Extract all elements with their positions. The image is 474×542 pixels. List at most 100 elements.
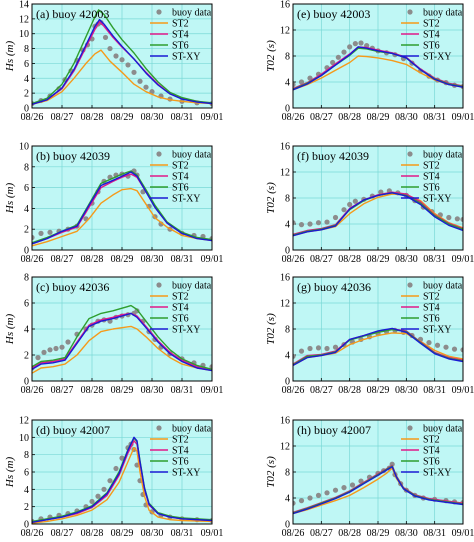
buoy-data-point — [113, 465, 119, 472]
panel-b: 08/26 08/27 08/28 08/29 08/30 08/31 09/01 0 2 4 6 8… — [4, 142, 223, 266]
x-tick-label: 08/28 — [81, 385, 104, 396]
x-tick-label: 09/01 — [452, 112, 474, 123]
series-line-st2 — [32, 447, 212, 524]
legend-label: ST2 — [423, 19, 440, 30]
y-tick-label: 6 — [24, 299, 29, 310]
x-tick-label: 08/28 — [338, 385, 361, 396]
x-tick-label: 08/31 — [423, 112, 446, 123]
plot-area — [32, 168, 212, 247]
legend-label: ST4 — [172, 303, 189, 314]
x-tick-label: 08/28 — [81, 528, 104, 539]
x-tick-label: 09/01 — [452, 254, 474, 265]
buoy-data-point — [443, 344, 449, 350]
legend-label: ST4 — [172, 446, 189, 457]
legend-label: buoy data — [423, 281, 463, 292]
legend-label: ST6 — [172, 314, 189, 325]
legend-label: ST2 — [423, 161, 440, 172]
y-tick-label: 6 — [24, 183, 29, 194]
buoy-data-point — [307, 345, 313, 352]
legend-label: buoy data — [172, 424, 212, 435]
y-tick-label: 12 — [19, 416, 29, 427]
x-tick-label: 08/31 — [171, 528, 194, 539]
buoy-data-point — [47, 229, 53, 235]
panel-title: (b) buoy 42039 — [36, 149, 110, 163]
legend-label: ST4 — [423, 446, 440, 457]
x-tick-label: 08/27 — [310, 112, 333, 123]
legend-label: ST-XY — [172, 194, 201, 205]
y-tick-label: 16 — [280, 0, 290, 11]
buoy-data-point — [89, 498, 95, 505]
y-axis-label: T02 (s) — [265, 40, 277, 72]
x-tick-label: 08/30 — [395, 528, 418, 539]
x-tick-label: 08/28 — [81, 254, 104, 265]
legend-label: ST6 — [172, 457, 189, 468]
legend-marker-buoy — [407, 425, 413, 431]
x-tick-label: 08/26 — [282, 528, 305, 539]
y-tick-label: 8 — [285, 194, 290, 205]
y-tick-label: 2 — [24, 351, 29, 362]
legend-marker-buoy — [156, 425, 162, 431]
y-tick-label: 16 — [280, 142, 290, 153]
panel-title: (a) buoy 42003 — [36, 7, 109, 21]
x-tick-label: 08/30 — [141, 528, 164, 539]
y-tick-label: 2 — [24, 89, 29, 100]
buoy-data-point — [47, 347, 53, 353]
y-tick-label: 12 — [19, 14, 29, 25]
plot-frame — [292, 419, 464, 525]
series-line-st6 — [32, 9, 212, 105]
buoy-data-point — [137, 78, 143, 84]
x-tick-label: 08/29 — [111, 385, 134, 396]
y-tick-label: 0 — [24, 104, 29, 115]
buoy-data-point — [41, 349, 47, 355]
plot-frame — [31, 3, 213, 109]
plot-frame — [292, 3, 464, 109]
buoy-data-point — [298, 348, 305, 354]
buoy-data-point — [332, 344, 339, 350]
y-axis-label: Hs (m) — [4, 183, 16, 215]
y-tick-label: 4 — [285, 494, 290, 505]
x-tick-label: 08/29 — [111, 528, 134, 539]
series-line-st-xy — [32, 312, 212, 372]
legend-label: ST-XY — [423, 52, 452, 63]
y-axis-label: Hs (m) — [4, 457, 16, 489]
x-tick-label: 09/01 — [201, 112, 224, 123]
y-tick-label: 6 — [24, 468, 29, 479]
y-tick-label: 2 — [24, 225, 29, 236]
series-line-st6 — [32, 304, 212, 370]
legend-label: buoy data — [172, 8, 212, 19]
series-line-st-xy — [293, 192, 463, 237]
panel-title: (g) buoy 42036 — [297, 280, 371, 294]
buoy-data-point — [341, 485, 347, 491]
panel-title: (c) buoy 42036 — [36, 280, 109, 294]
legend-label: ST2 — [172, 19, 189, 30]
legend-label: ST2 — [423, 292, 440, 303]
buoy-data-point — [125, 62, 131, 68]
buoy-data-point — [307, 75, 313, 81]
legend-label: ST4 — [423, 172, 440, 183]
y-axis-label: T02 (s) — [265, 456, 277, 488]
legend-label: ST2 — [423, 435, 440, 446]
buoy-data-point — [59, 344, 65, 350]
legend-label: ST2 — [172, 292, 189, 303]
buoy-data-point — [347, 44, 353, 50]
legend-label: ST-XY — [172, 52, 201, 63]
legend-label: ST6 — [423, 41, 440, 52]
plot-frame — [292, 145, 464, 251]
x-tick-label: 08/30 — [141, 112, 164, 123]
y-tick-label: 2 — [24, 502, 29, 513]
legend-label: ST-XY — [423, 325, 452, 336]
x-tick-label: 08/31 — [423, 528, 446, 539]
x-tick-label: 08/30 — [141, 254, 164, 265]
x-tick-label: 08/27 — [310, 385, 333, 396]
series-line-st2 — [32, 187, 212, 247]
plot-area — [32, 436, 212, 524]
x-tick-label: 08/27 — [310, 254, 333, 265]
buoy-data-point — [298, 222, 305, 228]
buoy-data-point — [330, 59, 336, 66]
buoy-data-point — [349, 482, 356, 488]
y-tick-label: 0 — [24, 377, 29, 388]
x-tick-label: 08/27 — [51, 528, 74, 539]
legend-label: buoy data — [172, 150, 212, 161]
y-tick-label: 4 — [285, 78, 290, 89]
y-tick-label: 10 — [19, 142, 29, 153]
